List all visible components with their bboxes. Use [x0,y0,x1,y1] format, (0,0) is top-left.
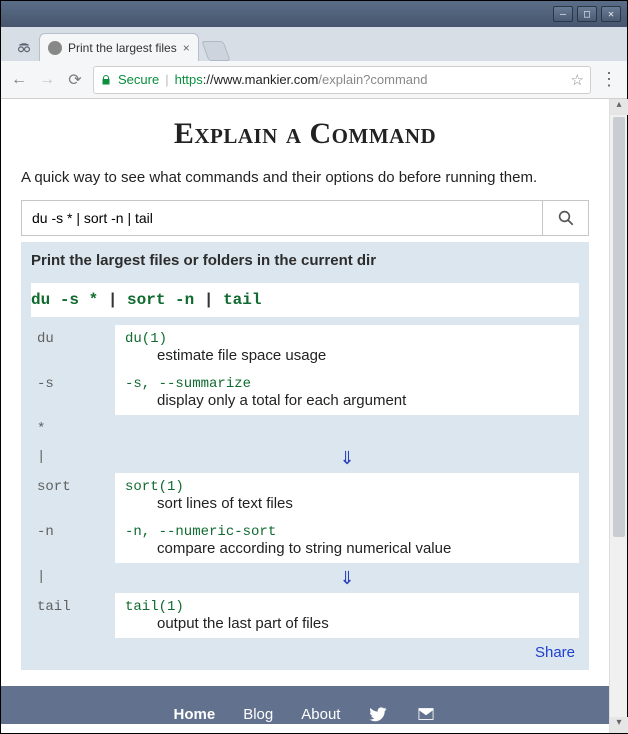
explain-key: du [31,325,115,370]
reload-button[interactable]: ⟳ [65,70,85,90]
cmd-token: sort [127,291,175,309]
cmd-desc: output the last part of files [125,615,569,632]
explain-key: | [31,563,115,593]
command-search-box [21,200,589,236]
cmd-token: -s [60,291,89,309]
scrollbar-down-button[interactable]: ▾ [610,717,628,733]
page-footer: Home Blog About [1,686,609,724]
scrollbar-thumb[interactable] [613,117,625,537]
scrollbar-up-button[interactable]: ▴ [610,99,628,115]
explain-value [115,415,579,443]
cmd-ref: du(1) [125,331,569,347]
cmd-token: -n [175,291,204,309]
explain-row: sortsort(1)sort lines of text files [31,473,579,518]
cmd-desc: compare according to string numerical va… [125,540,569,557]
cmd-ref: -n, --numeric-sort [125,524,569,540]
footer-link-blog[interactable]: Blog [243,706,273,723]
forward-button: → [37,71,57,89]
vertical-scrollbar[interactable]: ▴ ▾ [609,99,627,733]
cmd-token: * [89,291,108,309]
new-tab-button[interactable] [201,41,230,61]
cmd-desc: sort lines of text files [125,495,569,512]
window-close-button[interactable]: ✕ [601,6,621,22]
share-link[interactable]: Share [535,644,575,661]
twitter-icon[interactable] [368,704,388,724]
explain-value: tail(1)output the last part of files [115,593,579,638]
explain-key: -n [31,518,115,563]
secure-label: Secure [118,72,159,87]
os-titlebar: — □ ✕ [1,1,627,27]
incognito-icon [9,33,39,61]
cmd-token: tail [223,291,261,309]
explain-value: du(1)estimate file space usage [115,325,579,370]
url-path: /explain?command [318,72,427,87]
search-icon [557,209,575,227]
pipe-arrow-icon: ⇓ [115,443,579,473]
parsed-command: du -s * | sort -n | tail [31,283,579,317]
cmd-desc: estimate file space usage [125,347,569,364]
page-title: Explain a Command [21,117,589,151]
explain-key: tail [31,593,115,638]
page-tagline: A quick way to see what commands and the… [21,169,589,186]
explain-row: tailtail(1)output the last part of files [31,593,579,638]
explain-key: sort [31,473,115,518]
window-maximize-button[interactable]: □ [577,6,597,22]
cmd-ref: tail(1) [125,599,569,615]
url-host: ://www.mankier.com [203,72,319,87]
result-panel: Print the largest files or folders in th… [21,242,589,670]
cmd-token: du [31,291,60,309]
explain-row: -s-s, --summarizedisplay only a total fo… [31,370,579,415]
command-input[interactable] [22,201,542,235]
explanation-table: dudu(1)estimate file space usage-s-s, --… [31,325,579,638]
explain-key: -s [31,370,115,415]
pipe-arrow-icon: ⇓ [115,563,579,593]
tab-close-icon[interactable]: × [183,41,190,55]
explain-key: | [31,443,115,473]
browser-toolbar: ← → ⟳ Secure | https://www.mankier.com/e… [1,61,627,99]
explain-value: -n, --numeric-sortcompare according to s… [115,518,579,563]
separator: | [165,72,168,87]
explain-row: dudu(1)estimate file space usage [31,325,579,370]
window-minimize-button[interactable]: — [553,6,573,22]
search-button[interactable] [542,201,588,235]
explain-row: * [31,415,579,443]
share-row: Share [31,638,579,664]
viewport: Explain a Command A quick way to see wha… [1,99,627,733]
url-protocol: https [175,72,203,87]
explain-key: * [31,415,115,443]
cmd-desc: display only a total for each argument [125,392,569,409]
lock-icon [100,74,112,86]
cmd-ref: -s, --summarize [125,376,569,392]
bookmark-star-icon[interactable]: ☆ [571,71,584,89]
back-button[interactable]: ← [9,71,29,89]
browser-tab[interactable]: Print the largest files × [39,33,199,61]
address-bar[interactable]: Secure | https://www.mankier.com/explain… [93,66,591,94]
cmd-ref: sort(1) [125,479,569,495]
app-window: — □ ✕ Print the largest files × ← → ⟳ Se… [0,0,628,734]
email-icon[interactable] [416,704,436,724]
browser-tabstrip: Print the largest files × [1,27,627,61]
favicon-icon [48,41,62,55]
page-content: Explain a Command A quick way to see wha… [1,99,609,733]
result-title: Print the largest files or folders in th… [31,252,579,269]
explain-row: |⇓ [31,443,579,473]
explain-value: sort(1)sort lines of text files [115,473,579,518]
url-text: https://www.mankier.com/explain?command [175,72,428,87]
explain-value: -s, --summarizedisplay only a total for … [115,370,579,415]
cmd-token: | [204,291,223,309]
explain-row: -n-n, --numeric-sortcompare according to… [31,518,579,563]
tab-title: Print the largest files [68,41,177,55]
cmd-token: | [108,291,127,309]
browser-menu-button[interactable]: ⋮ [599,69,619,90]
footer-link-home[interactable]: Home [174,706,216,723]
footer-link-about[interactable]: About [301,706,340,723]
explain-row: |⇓ [31,563,579,593]
